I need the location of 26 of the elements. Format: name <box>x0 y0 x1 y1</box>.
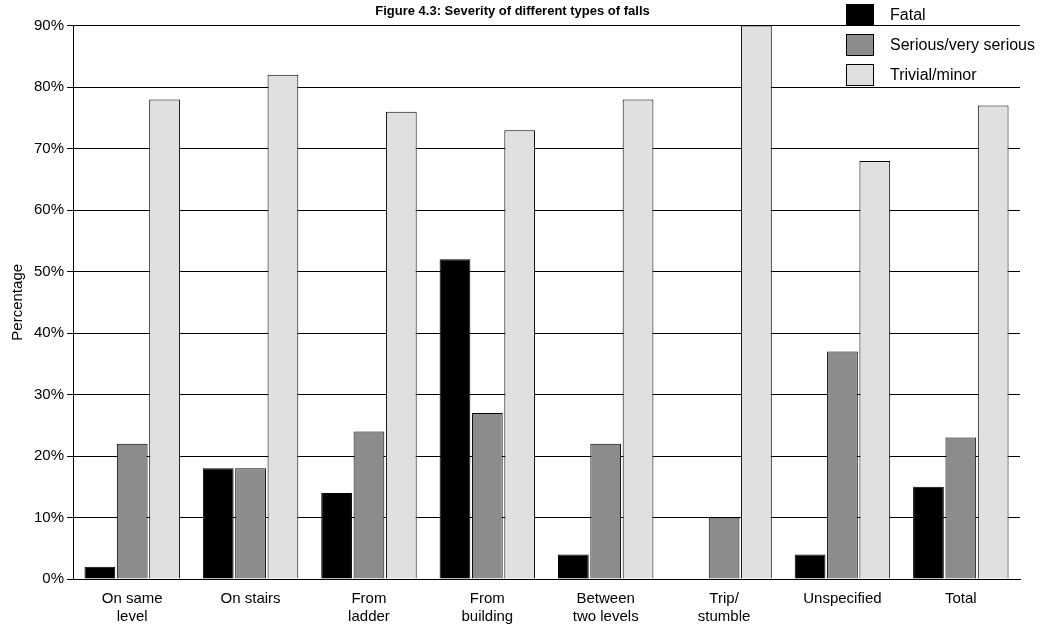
x-tick-label: Unspecified <box>803 589 882 607</box>
x-tick-label: Between two levels <box>572 589 639 625</box>
bar <box>557 554 589 579</box>
x-tick-label: From ladder <box>348 589 390 625</box>
x-tick-label: From building <box>461 589 514 625</box>
y-tick-label: 50% <box>33 261 65 279</box>
x-tick-label: On same level <box>101 589 163 625</box>
x-tick-label: Total <box>944 589 977 607</box>
legend-label: Trivial/minor <box>890 66 977 84</box>
y-tick-label: 40% <box>33 323 65 341</box>
bar <box>794 554 826 579</box>
chart-title: Figure 4.3: Severity of different types of falls <box>375 3 650 19</box>
legend-label: Fatal <box>890 6 926 24</box>
y-tick-label: 30% <box>33 384 65 402</box>
x-tick-label: On stairs <box>220 589 281 607</box>
y-tick-label: 20% <box>33 446 65 464</box>
y-tick-label: 60% <box>33 200 65 218</box>
y-axis-title: Percentage <box>8 263 26 341</box>
y-tick-label: 0% <box>42 569 65 587</box>
y-tick-label: 70% <box>33 138 65 156</box>
legend-label: Serious/very serious <box>890 36 1035 54</box>
bar <box>84 566 116 579</box>
x-tick-label: Trip/stumble <box>697 589 751 625</box>
y-tick-label: 10% <box>33 507 65 525</box>
y-tick-label: 80% <box>33 77 65 95</box>
y-tick-label: 90% <box>33 15 65 33</box>
